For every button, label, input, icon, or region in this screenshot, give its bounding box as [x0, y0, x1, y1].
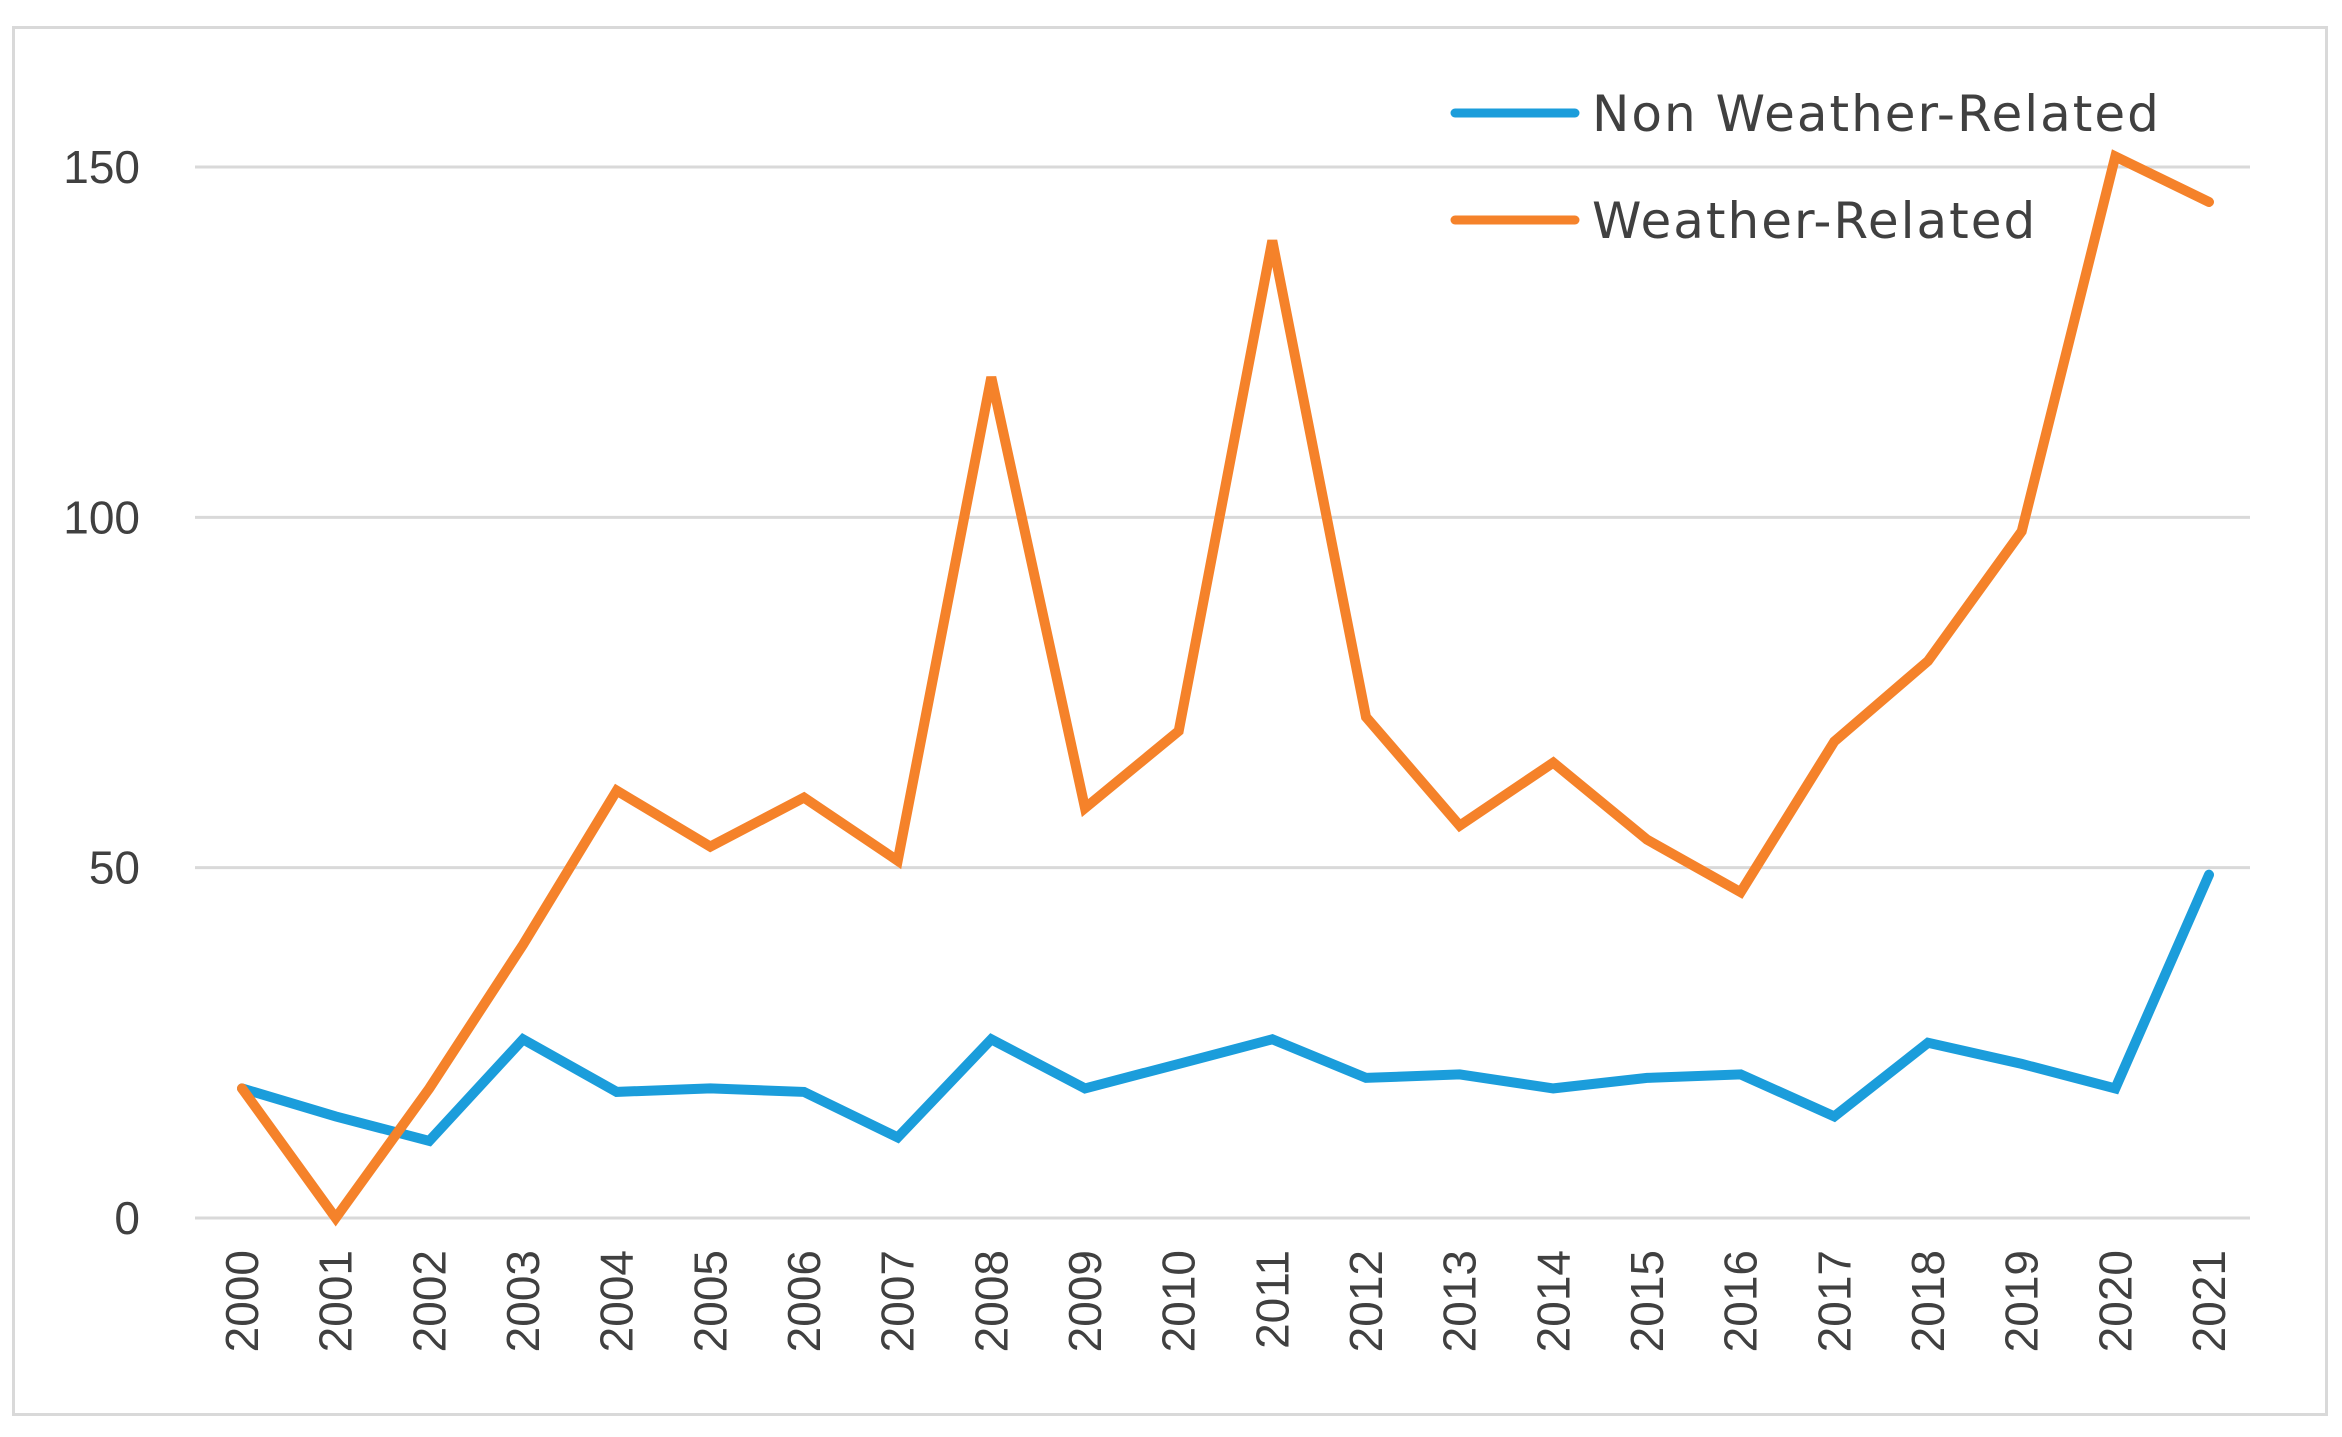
- x-tick-label: 2011: [1246, 1250, 1298, 1349]
- x-tick-label: 2020: [2089, 1250, 2141, 1352]
- x-tick-label: 2013: [1434, 1250, 1486, 1352]
- series-line-non-weather-related: [237, 869, 2214, 1147]
- x-tick-label: 2007: [872, 1250, 924, 1352]
- legend-label-non-weather: Non Weather-Related: [1592, 85, 2161, 143]
- x-axis-ticks: 2000 2001 2002 2003 2004 2005 2006 2007 2008 2009…: [216, 1250, 2235, 1352]
- chart-frame: [12, 26, 2328, 1416]
- x-tick-label: 2014: [1527, 1250, 1579, 1352]
- x-tick-label: 2000: [216, 1250, 268, 1352]
- x-tick-label: 2002: [403, 1250, 455, 1352]
- series-lines: [237, 149, 2214, 1227]
- x-tick-label: 2004: [591, 1250, 643, 1352]
- x-tick-label: 2003: [497, 1250, 549, 1352]
- x-tick-label: 2016: [1715, 1250, 1767, 1352]
- y-tick-label: 50: [89, 842, 140, 894]
- y-tick-label: 0: [114, 1192, 140, 1244]
- x-tick-label: 2005: [684, 1250, 736, 1352]
- x-tick-label: 2001: [310, 1250, 362, 1352]
- x-tick-label: 2012: [1340, 1250, 1392, 1352]
- x-tick-label: 2015: [1621, 1250, 1673, 1352]
- series-line-weather-related: [237, 149, 2214, 1227]
- legend: Non Weather-Related Weather-Related: [1450, 85, 2161, 250]
- x-tick-label: 2017: [1808, 1250, 1860, 1352]
- x-tick-label: 2021: [2183, 1250, 2235, 1352]
- y-tick-label: 150: [63, 141, 140, 193]
- x-tick-label: 2019: [1996, 1250, 2048, 1352]
- x-tick-label: 2008: [965, 1250, 1017, 1352]
- x-tick-label: 2018: [1902, 1250, 1954, 1352]
- legend-label-weather: Weather-Related: [1592, 192, 2037, 250]
- x-tick-label: 2009: [1059, 1250, 1111, 1352]
- y-tick-label: 100: [63, 491, 140, 543]
- x-tick-label: 2010: [1153, 1250, 1205, 1352]
- y-axis-ticks: 0 50 100 150: [63, 141, 140, 1244]
- x-tick-label: 2006: [778, 1250, 830, 1352]
